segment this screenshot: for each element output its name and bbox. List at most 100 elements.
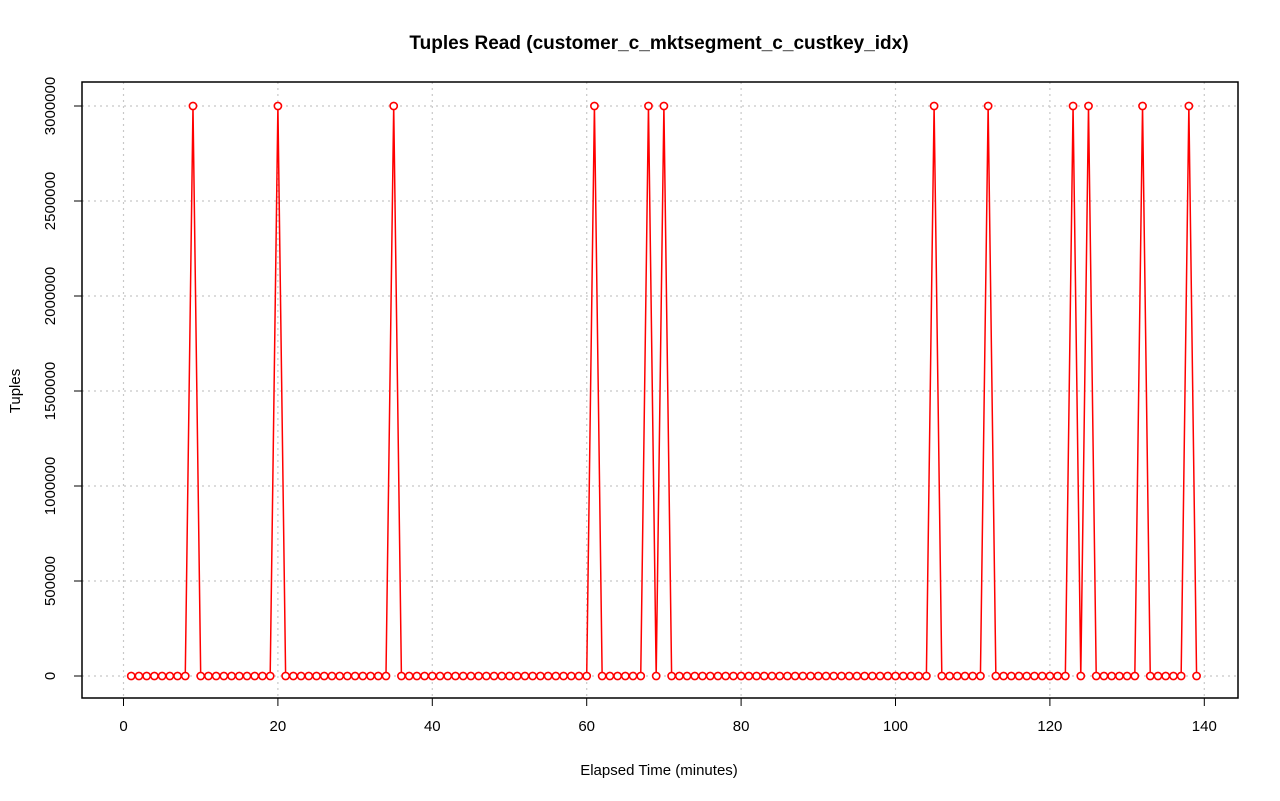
data-point: [1084, 101, 1093, 111]
data-point: [1060, 671, 1070, 681]
data-point: [281, 671, 291, 681]
y-tick-label: 0: [42, 672, 59, 680]
data-point: [1107, 671, 1117, 681]
data-point: [435, 671, 445, 681]
data-point: [767, 671, 777, 681]
x-tick-label: 40: [424, 718, 441, 735]
data-point: [929, 101, 939, 111]
data-point: [1153, 671, 1163, 681]
data-point: [288, 671, 298, 681]
data-point: [481, 671, 491, 681]
data-point: [273, 101, 283, 111]
data-point: [219, 671, 229, 681]
data-point: [1099, 671, 1109, 681]
data-point: [258, 671, 267, 681]
data-point: [319, 671, 329, 681]
data-point: [1014, 671, 1024, 681]
data-point: [713, 671, 723, 681]
data-point: [783, 671, 792, 681]
data-point: [883, 671, 893, 681]
data-point: [1053, 671, 1063, 681]
data-point: [1169, 671, 1178, 681]
data-point: [458, 671, 468, 681]
data-point: [790, 671, 800, 681]
data-point: [512, 671, 522, 681]
data-point: [667, 671, 677, 681]
data-point: [1022, 671, 1032, 681]
data-point: [636, 671, 646, 681]
data-point: [466, 671, 476, 681]
data-point: [327, 671, 337, 681]
y-tick-label: 500000: [42, 556, 59, 606]
data-point: [443, 671, 453, 681]
x-tick-label: 60: [578, 718, 595, 735]
data-point: [952, 671, 962, 681]
data-point: [775, 671, 785, 681]
data-point: [659, 101, 669, 111]
data-point: [837, 671, 846, 681]
y-tick-label: 2500000: [42, 172, 59, 230]
series-tuples: [126, 101, 1201, 681]
data-point: [744, 671, 754, 681]
y-tick-label: 1500000: [42, 362, 59, 420]
data-point: [1145, 671, 1155, 681]
data-point: [551, 671, 561, 681]
data-point: [474, 671, 484, 681]
data-point: [582, 671, 592, 681]
data-point: [991, 671, 1001, 681]
data-point: [798, 671, 808, 681]
data-point: [574, 671, 584, 681]
data-point: [1068, 101, 1078, 111]
data-point: [559, 671, 568, 681]
data-point: [1091, 671, 1101, 681]
data-point: [227, 671, 236, 681]
data-point: [891, 671, 900, 681]
y-tick-label: 3000000: [42, 77, 59, 135]
data-point: [674, 671, 684, 681]
data-point: [752, 671, 761, 681]
data-point: [451, 671, 460, 681]
data-point: [358, 671, 368, 681]
x-tick-label: 100: [883, 718, 908, 735]
data-point: [613, 671, 622, 681]
data-point: [999, 671, 1008, 681]
x-tick-label: 120: [1037, 718, 1062, 735]
data-point: [566, 671, 576, 681]
data-point: [1176, 671, 1186, 681]
data-point: [914, 671, 924, 681]
data-point: [620, 671, 630, 681]
data-point: [968, 671, 978, 681]
data-point: [1045, 671, 1055, 681]
data-point: [829, 671, 839, 681]
data-point: [250, 671, 260, 681]
y-tick-label: 1000000: [42, 457, 59, 515]
data-point: [937, 671, 947, 681]
data-point: [813, 671, 823, 681]
x-tick-label: 20: [270, 718, 287, 735]
data-point: [126, 671, 136, 681]
data-point: [180, 671, 190, 681]
data-point: [296, 671, 306, 681]
data-point: [1184, 101, 1194, 111]
data-point: [312, 671, 321, 681]
data-point: [1130, 671, 1140, 681]
data-point: [628, 671, 638, 681]
y-tick-label: 2000000: [42, 267, 59, 325]
data-point: [535, 671, 545, 681]
data-point: [497, 671, 507, 681]
data-point: [644, 101, 653, 111]
data-point: [381, 671, 391, 681]
x-tick-label: 140: [1192, 718, 1217, 735]
data-point: [373, 671, 383, 681]
data-point: [651, 671, 661, 681]
data-point: [1076, 671, 1086, 681]
data-point: [875, 671, 885, 681]
data-point: [844, 671, 854, 681]
data-point: [234, 671, 244, 681]
data-point: [1138, 101, 1147, 111]
data-point: [350, 671, 360, 681]
data-point: [852, 671, 862, 681]
data-point: [1030, 671, 1039, 681]
data-point: [265, 671, 275, 681]
